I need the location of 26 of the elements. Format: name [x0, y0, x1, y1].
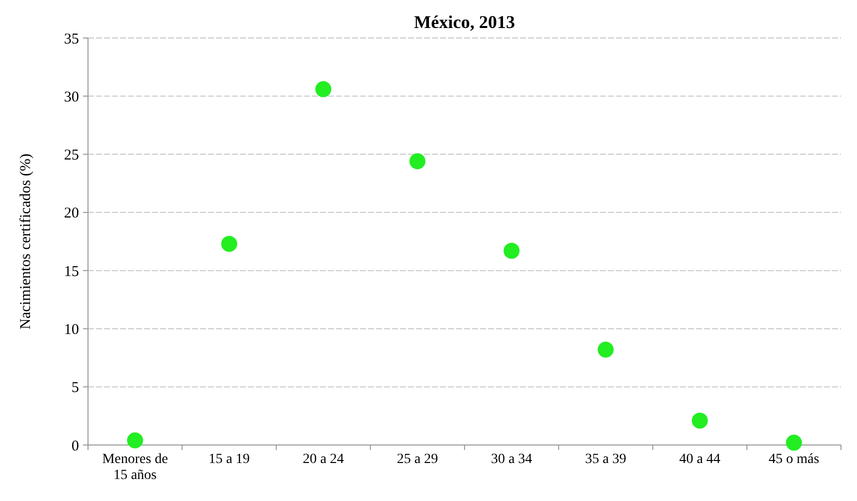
point	[692, 412, 708, 429]
point	[786, 434, 802, 451]
point	[598, 342, 614, 358]
x-tick-label: 35 a 39	[585, 452, 626, 467]
y-tick-label: 0	[72, 438, 79, 454]
x-tick-label: 25 a 29	[396, 452, 438, 467]
y-tick-label: 20	[64, 206, 79, 222]
x-tick-label: Menores de 15 años	[102, 452, 168, 483]
x-tick-label: 20 a 24	[302, 452, 344, 467]
x-tick-label: 30 a 34	[490, 452, 532, 467]
y-tick-label: 30	[64, 89, 79, 106]
point	[409, 153, 426, 170]
y-tick-label: 15	[64, 264, 79, 280]
x-tick-label: 15 a 19	[208, 452, 250, 467]
point	[315, 81, 332, 98]
point	[504, 242, 520, 259]
y-axis-title: Nacimientos certificados (%)	[18, 154, 34, 330]
point	[127, 432, 144, 448]
y-tick-label: 25	[64, 148, 79, 164]
x-tick-label: 45 o más	[768, 452, 820, 467]
y-tick-label: 10	[64, 322, 79, 338]
x-tick-label: 40 a 44	[679, 452, 720, 467]
point	[221, 236, 238, 252]
chart-title: México, 2013	[414, 12, 515, 32]
y-tick-label: 35	[64, 31, 79, 48]
y-tick-label: 5	[72, 380, 79, 396]
